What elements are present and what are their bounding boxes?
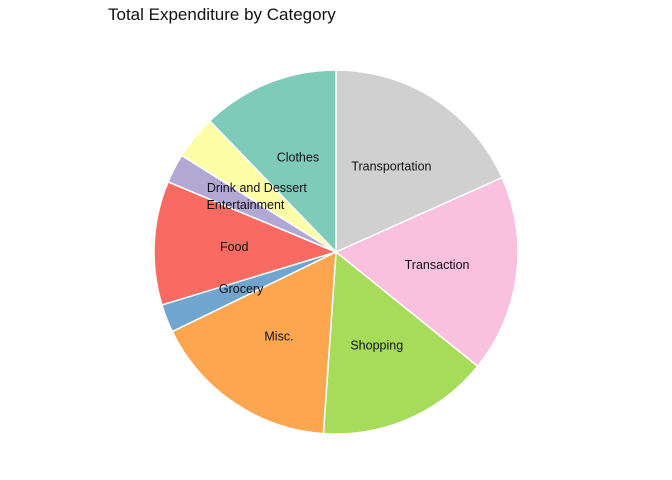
slice-label-food: Food xyxy=(220,240,249,254)
pie-slice-shopping xyxy=(322,250,479,435)
slice-label-drink-and-dessert: Drink and Dessert xyxy=(207,181,308,195)
pie-slice-misc xyxy=(171,250,337,435)
slice-label-grocery: Grocery xyxy=(219,282,264,296)
chart-title: Total Expenditure by Category xyxy=(108,5,336,24)
slice-label-entertainment: Entertainment xyxy=(207,198,285,212)
pie-slices xyxy=(153,69,519,435)
pie-slice-transaction xyxy=(334,176,519,368)
pie-slice-food xyxy=(153,180,339,306)
slice-label-clothes: Clothes xyxy=(277,150,319,164)
slice-label-misc: Misc. xyxy=(264,329,293,343)
slice-label-transaction: Transaction xyxy=(405,258,470,272)
pie-slice-transportation xyxy=(335,69,504,254)
slice-label-shopping: Shopping xyxy=(350,338,403,352)
slice-label-transportation: Transportation xyxy=(351,159,431,173)
pie-labels: Transportation Transaction Shopping Misc. Gr… xyxy=(207,150,470,352)
pie-slice-clothes xyxy=(208,69,337,254)
